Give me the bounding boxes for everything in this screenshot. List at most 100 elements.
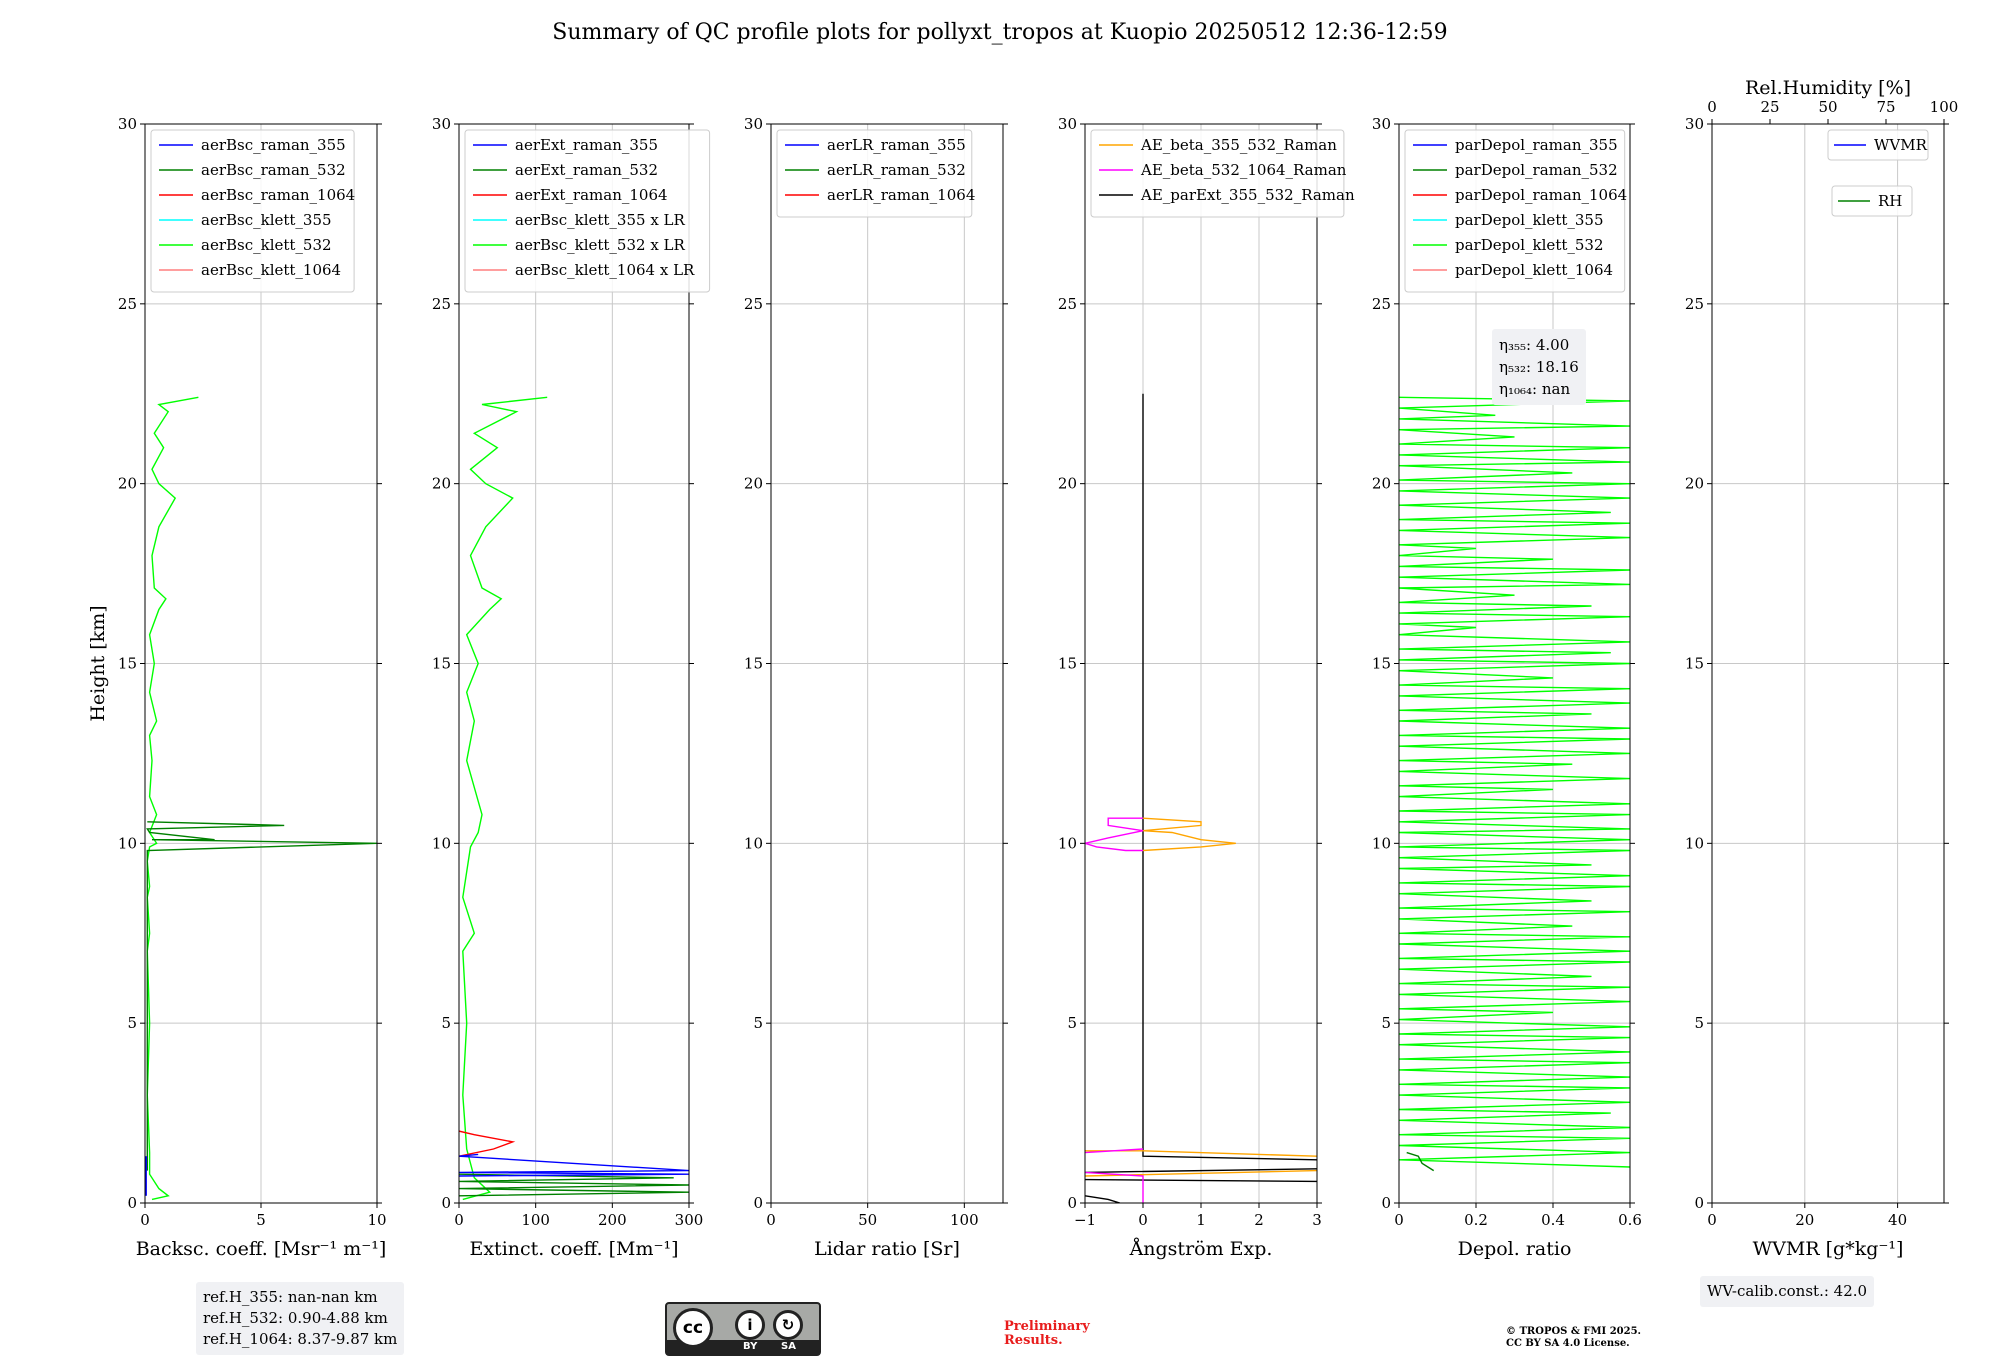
x-tick-label: 0.6	[1618, 1211, 1642, 1229]
share-alike-icon: ↻	[773, 1310, 803, 1340]
legend-label: aerLR_raman_355	[827, 136, 966, 154]
y-tick-label: 25	[1685, 295, 1704, 313]
eta-532: η₅₃₂: 18.16	[1499, 358, 1579, 376]
legend-label: AE_beta_532_1064_Raman	[1140, 161, 1347, 179]
series-AE_beta_532_1064_Raman	[1085, 817, 1144, 1203]
x-axis-label: Extinct. coeff. [Mm⁻¹]	[469, 1238, 678, 1260]
legend-box	[1831, 185, 1913, 217]
legend-box	[1090, 129, 1345, 218]
series-group	[145, 396, 377, 1201]
series-group	[1085, 393, 1317, 1203]
y-tick-label: 0	[1381, 1194, 1391, 1212]
y-tick-label: 0	[441, 1194, 451, 1212]
series-group	[459, 396, 689, 1201]
panel-5: 0 5 10 15 20 25 30 0 0.2 0.4 0.6 Depol. ratio parDep…	[1372, 115, 1642, 1260]
y-tick-label: 30	[1058, 115, 1077, 133]
x-tick-label: 0	[766, 1211, 776, 1229]
x-axis-label: Backsc. coeff. [Msr⁻¹ m⁻¹]	[136, 1238, 387, 1260]
legend-label: aerBsc_klett_532	[201, 236, 332, 254]
x-tick-label: 1	[1196, 1211, 1206, 1229]
x-tick-label: 50	[858, 1211, 877, 1229]
x-tick-label: 100	[521, 1211, 550, 1229]
y-tick-label: 25	[1058, 295, 1077, 313]
y-tick-label: 15	[118, 655, 137, 673]
y-tick-label: 25	[118, 295, 137, 313]
legend-label: aerBsc_raman_532	[201, 161, 346, 179]
x-tick-label: 40	[1888, 1211, 1907, 1229]
legend-label: aerBsc_klett_532 x LR	[515, 236, 686, 254]
legend-label: aerExt_raman_355	[515, 136, 658, 154]
legend-label: aerBsc_klett_1064	[201, 261, 341, 279]
y-tick-label: 15	[1685, 655, 1704, 673]
legend-label: parDepol_klett_532	[1455, 236, 1604, 254]
x2-tick-label: 100	[1930, 98, 1959, 116]
series-parDepol_klett_532	[1399, 396, 1630, 1168]
legend-label: aerBsc_klett_355 x LR	[515, 211, 686, 229]
panel-3: 0 5 10 15 20 25 30 0 50 100 Lidar ratio [Sr] aerLR_…	[744, 115, 1008, 1260]
y-tick-label: 0	[1067, 1194, 1077, 1212]
series-group	[1399, 396, 1630, 1172]
x-tick-label: 2	[1254, 1211, 1264, 1229]
legend-label: aerExt_raman_1064	[515, 186, 668, 204]
x2-tick-label: 50	[1818, 98, 1837, 116]
x-tick-label: 300	[675, 1211, 704, 1229]
preliminary-line-1: Preliminary	[1004, 1319, 1090, 1334]
y-tick-label: 0	[1694, 1194, 1704, 1212]
y-tick-label: 30	[432, 115, 451, 133]
legend-label: aerLR_raman_532	[827, 161, 966, 179]
y-tick-label: 20	[744, 475, 763, 493]
eta-box: η₃₅₅: 4.00 η₅₃₂: 18.16 η₁₀₆₄: nan	[1492, 329, 1586, 405]
y-tick-label: 20	[432, 475, 451, 493]
y-tick-label: 10	[1058, 834, 1077, 852]
y-tick-label: 25	[432, 295, 451, 313]
wv-calib-box: WV-calib.const.: 42.0	[1700, 1276, 1875, 1307]
legend-box	[464, 129, 711, 293]
series-aerExt_raman_1064	[459, 1130, 516, 1157]
y-tick-label: 10	[1685, 834, 1704, 852]
reference-height-box: ref.H_355: nan-nan km ref.H_532: 0.90-4.…	[196, 1282, 405, 1355]
y-tick-label: 20	[1372, 475, 1391, 493]
y-tick-label: 20	[118, 475, 137, 493]
legend-label: WVMR	[1874, 136, 1928, 154]
legend-label: parDepol_raman_355	[1455, 136, 1618, 154]
eta-1064: η₁₀₆₄: nan	[1499, 380, 1571, 398]
y-tick-label: 15	[744, 655, 763, 673]
legend-label: RH	[1878, 192, 1902, 210]
series-aerExt_raman_532	[459, 1173, 689, 1197]
x-tick-label: 200	[598, 1211, 627, 1229]
y-tick-label: 5	[127, 1014, 137, 1032]
series-AE_parExt_355_532_Raman	[1085, 393, 1317, 1203]
series-parDepol_raman_532	[1406, 1151, 1435, 1172]
cc-by-sa-badge: cc i ↻ BY SA	[665, 1302, 821, 1356]
x2-axis-label: Rel.Humidity [%]	[1745, 77, 1911, 99]
legend-label: parDepol_raman_1064	[1455, 186, 1627, 204]
badge-by-label: BY	[743, 1341, 758, 1352]
legend-label: aerBsc_klett_1064 x LR	[515, 261, 695, 279]
x-axis-label: Ångström Exp.	[1129, 1238, 1273, 1260]
x2-tick-label: 0	[1707, 98, 1717, 116]
cc-logo-icon: cc	[673, 1308, 713, 1348]
y-tick-label: 10	[432, 834, 451, 852]
y-tick-label: 5	[1067, 1014, 1077, 1032]
y-tick-label: 30	[744, 115, 763, 133]
x-tick-label: 0	[140, 1211, 150, 1229]
y-tick-label: 30	[1685, 115, 1704, 133]
ref-h-532: ref.H_532: 0.90-4.88 km	[203, 1309, 388, 1327]
legend-label: parDepol_klett_1064	[1455, 261, 1613, 279]
y-tick-label: 25	[744, 295, 763, 313]
badge-sa-label: SA	[781, 1341, 796, 1352]
attribution-icon: i	[735, 1310, 765, 1340]
x-tick-label: 100	[950, 1211, 979, 1229]
legend-label: aerExt_raman_532	[515, 161, 658, 179]
y-tick-label: 5	[1694, 1014, 1704, 1032]
ref-h-1064: ref.H_1064: 8.37-9.87 km	[203, 1330, 398, 1348]
copyright-line-1: © TROPOS & FMI 2025.	[1506, 1326, 1642, 1337]
y-tick-label: 15	[1372, 655, 1391, 673]
y-tick-label: 5	[441, 1014, 451, 1032]
legend-box	[1827, 129, 1929, 161]
y-tick-label: 20	[1685, 475, 1704, 493]
legend-label: aerBsc_raman_1064	[201, 186, 355, 204]
